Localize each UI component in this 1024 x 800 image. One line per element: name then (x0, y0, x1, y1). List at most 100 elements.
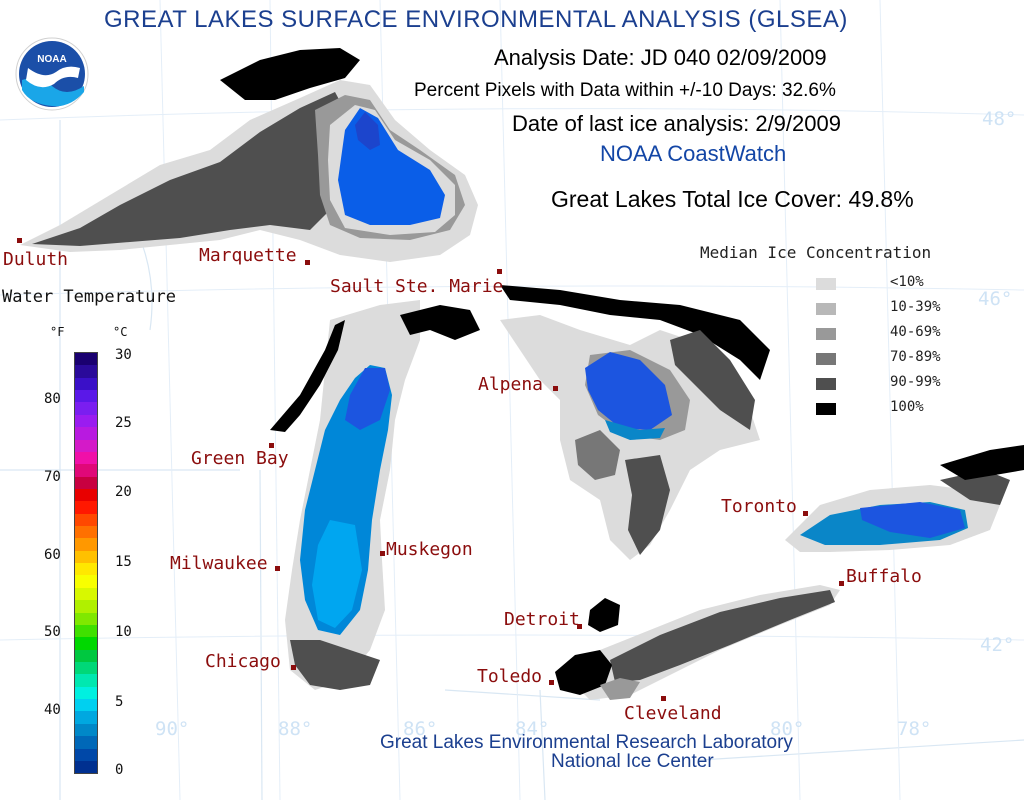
colorbar-segment (75, 353, 97, 366)
city-marker-muskegon (380, 551, 385, 556)
huron-saginaw (575, 430, 620, 480)
f-tick-60: 60 (44, 547, 61, 563)
c-tick-0: 0 (115, 762, 124, 778)
city-marker-toledo (549, 680, 554, 685)
colorbar-segment (75, 526, 97, 539)
ontario-east-blue (860, 502, 965, 538)
colorbar-segment (75, 699, 97, 712)
c-tick-10: 10 (115, 624, 132, 640)
huron-north-channel (500, 285, 770, 380)
lat-label-42: 42° (980, 634, 1015, 656)
erie-mid-ice (600, 678, 640, 700)
noaa-logo-text: NOAA (37, 54, 66, 65)
colorbar-segment (75, 723, 97, 737)
legend-label: 40-69% (890, 324, 941, 340)
colorbar-segment (75, 365, 97, 378)
city-marker-milwaukee (275, 566, 280, 571)
percent-pixels: Percent Pixels with Data within +/-10 Da… (414, 80, 836, 101)
lake-erie (555, 585, 840, 700)
c-tick-15: 15 (115, 554, 132, 570)
city-label-chicago: Chicago (205, 651, 281, 672)
total-ice-cover: Great Lakes Total Ice Cover: 49.8% (551, 186, 914, 212)
city-label-muskegon: Muskegon (386, 539, 473, 560)
michigan-north-blue (345, 368, 390, 430)
colorbar-segment (75, 501, 97, 514)
huron-water-edge (605, 420, 665, 440)
superior-deep-water (355, 112, 380, 150)
lon-label-84: 84° (515, 718, 550, 740)
legend-swatch (816, 278, 836, 290)
michigan-green-bay (270, 320, 345, 432)
f-tick-70: 70 (44, 469, 61, 485)
ice-legend-title: Median Ice Concentration (700, 243, 932, 262)
legend-swatch (816, 303, 836, 315)
f-tick-40: 40 (44, 702, 61, 718)
colorbar-segment (75, 439, 97, 452)
water-temp-title: Water Temperature (2, 287, 176, 307)
lon-label-80: 80° (770, 718, 805, 740)
lon-label-78: 78° (897, 718, 932, 740)
city-label-toledo: Toledo (477, 666, 543, 687)
noaa-logo: NOAA (15, 37, 89, 111)
colorbar-segment (75, 649, 97, 662)
colorbar-segment (75, 513, 97, 527)
colorbar-segment (75, 637, 97, 650)
lat-label-46: 46° (978, 288, 1013, 310)
city-marker-detroit (577, 624, 582, 629)
city-label-marquette: Marquette (199, 245, 297, 266)
colorbar-segment (75, 587, 97, 601)
legend-label: 90-99% (890, 374, 941, 390)
colorbar-segment (75, 736, 97, 749)
coastwatch-label: NOAA CoastWatch (600, 141, 787, 166)
colorbar-segment (75, 686, 97, 700)
analysis-date: Analysis Date: JD 040 02/09/2009 (494, 45, 827, 70)
huron-water (585, 352, 672, 430)
erie-dark-ice (610, 590, 835, 682)
huron-dark-ice (625, 455, 670, 555)
lat-label-48: 48° (982, 108, 1017, 130)
colorbar-segment (75, 390, 97, 403)
superior-dark-ice (32, 92, 350, 246)
c-tick-30: 30 (115, 347, 132, 363)
c-tick-25: 25 (115, 415, 132, 431)
colorbar-segment (75, 674, 97, 687)
city-label-buffalo: Buffalo (846, 566, 922, 587)
michigan-light-water (312, 520, 362, 628)
huron-georgian-bay (670, 330, 755, 430)
city-label-green-bay: Green Bay (191, 448, 289, 469)
city-marker-chicago (291, 665, 296, 670)
colorbar-segment (75, 414, 97, 428)
legend-swatch (816, 328, 836, 340)
legend-label: 70-89% (890, 349, 941, 365)
colorbar-segment (75, 711, 97, 724)
city-label-milwaukee: Milwaukee (170, 553, 268, 574)
f-tick-80: 80 (44, 391, 61, 407)
colorbar-segment (75, 624, 97, 638)
legend-swatch (816, 378, 836, 390)
footer-nic: National Ice Center (551, 751, 714, 772)
lon-label-86: 86° (403, 718, 438, 740)
city-label-toronto: Toronto (721, 496, 797, 517)
colorbar-segment (75, 661, 97, 675)
colorbar-segment (75, 427, 97, 440)
colorbar-segment (75, 748, 97, 761)
ontario-dark-shore (940, 470, 1010, 505)
city-marker-sault-ste-marie (497, 269, 502, 274)
legend-label: 100% (890, 399, 924, 415)
city-label-alpena: Alpena (478, 374, 544, 395)
page-title: GREAT LAKES SURFACE ENVIRONMENTAL ANALYS… (104, 6, 848, 33)
colorbar-segment (75, 563, 97, 576)
f-tick-50: 50 (44, 624, 61, 640)
colorbar-segment (75, 451, 97, 465)
city-marker-duluth (17, 238, 22, 243)
legend-swatch (816, 353, 836, 365)
colorbar-segment (75, 575, 97, 588)
city-marker-cleveland (661, 696, 666, 701)
lake-ontario (785, 445, 1024, 552)
colorbar-segment (75, 488, 97, 502)
colorbar-segment (75, 402, 97, 415)
michigan-north-black (400, 305, 480, 340)
city-label-cleveland: Cleveland (624, 703, 722, 724)
